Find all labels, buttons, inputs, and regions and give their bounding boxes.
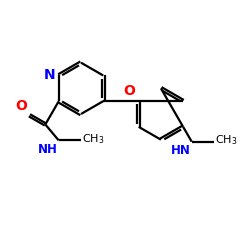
Text: CH$_3$: CH$_3$ <box>215 134 238 147</box>
Text: O: O <box>16 99 28 113</box>
Text: N: N <box>44 68 56 82</box>
Text: HN: HN <box>170 144 190 156</box>
Text: O: O <box>123 84 135 98</box>
Text: NH: NH <box>38 143 58 156</box>
Text: CH$_3$: CH$_3$ <box>82 132 104 146</box>
